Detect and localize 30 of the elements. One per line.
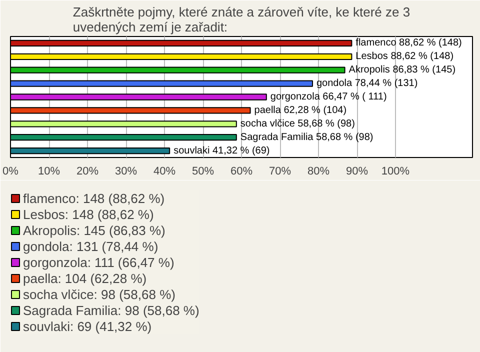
data-label: Lesbos 88,62 % (148) <box>356 51 454 62</box>
data-label: paella 62,28 % (104) <box>254 104 347 116</box>
x-tick-label: 10% <box>38 166 60 178</box>
legend-label: Lesbos: 148 (88,62 %) <box>23 206 154 222</box>
x-tick-label: 70% <box>268 166 292 178</box>
x-tick-label: 80% <box>307 166 330 178</box>
legend-label: flamenco: 148 (88,62 %) <box>23 190 165 206</box>
x-tick-label: 90% <box>346 166 368 178</box>
x-tick-label: 50% <box>192 166 214 178</box>
x-tick-label: 100% <box>381 166 410 178</box>
x-tick-label: 40% <box>153 166 176 178</box>
data-label: Sagrada Familia 58,68 % (98) <box>240 132 374 143</box>
x-tick-label: 30% <box>114 166 138 178</box>
legend-label: souvlaki: 69 (41,32 %) <box>23 318 152 334</box>
data-label: gorgonzola 66,47 % ( 111) <box>270 92 387 102</box>
legend-label: Akropolis: 145 (86,83 %) <box>23 222 166 238</box>
legend-label: paella: 104 (62,28 %) <box>23 270 147 286</box>
x-tick-label: 60% <box>230 166 253 178</box>
chart-title: Zaškrtněte pojmy, které znáte a zároveň víte, ke které ze 3 uvedených zemí je zařadit: <box>72 4 410 34</box>
data-label: souvlaki 41,32 % (69) <box>174 145 270 156</box>
data-label: Akropolis 86,83 % (145) <box>348 64 456 76</box>
legend-label: socha vlčice: 98 (58,68 %) <box>23 286 176 302</box>
x-tick-label: 20% <box>76 166 99 178</box>
legend-label: gorgonzola: 111 (66,47 %) <box>23 254 174 270</box>
data-label: flamenco 88,62 % (148) <box>356 38 462 49</box>
data-label: gondola 78,44 % (131) <box>316 78 418 90</box>
legend-label: Sagrada Familia: 98 (58,68 %) <box>23 302 200 318</box>
data-label: socha vlčice 58,68 % (98) <box>240 118 355 130</box>
x-tick-label: 0% <box>2 166 19 178</box>
legend-label: gondola: 131 (78,44 %) <box>23 238 158 254</box>
